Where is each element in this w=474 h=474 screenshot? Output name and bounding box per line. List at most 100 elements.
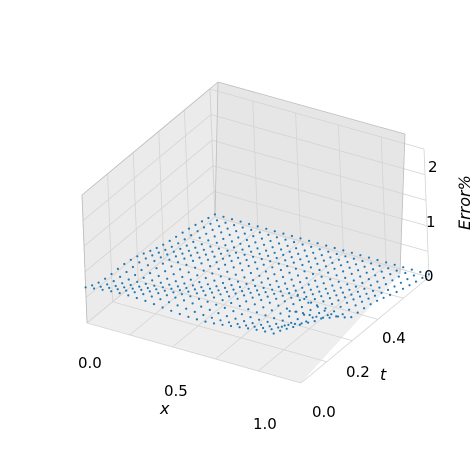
scatter-point xyxy=(336,315,340,318)
x-tick-label-1: 0.5 xyxy=(164,382,188,400)
scatter-point xyxy=(290,234,293,238)
scatter-point xyxy=(325,244,328,247)
t-tick-label-0: 0.0 xyxy=(312,403,336,421)
scatter-point xyxy=(97,281,100,284)
scatter-point xyxy=(234,273,237,276)
scatter-point xyxy=(324,287,327,290)
scatter-point xyxy=(251,279,255,282)
t-tick-label-1: 0.2 xyxy=(346,363,370,381)
scatter-point xyxy=(245,238,248,242)
scatter-point xyxy=(185,244,188,247)
scatter-point xyxy=(290,296,293,299)
scatter-point xyxy=(245,300,248,303)
scatter-point xyxy=(202,248,205,251)
left-grid-line-t xyxy=(209,88,216,218)
scatter-point xyxy=(307,321,310,324)
scatter-point xyxy=(299,258,302,261)
floor-grid-line-t xyxy=(163,259,378,320)
scatter-point xyxy=(262,243,266,246)
scatter-point xyxy=(358,295,362,298)
scatter-point xyxy=(181,252,184,255)
scatter-point xyxy=(360,300,364,303)
scatter-point xyxy=(316,305,319,308)
scatter-point xyxy=(264,314,267,317)
scatter-point xyxy=(300,305,303,309)
scatter-point xyxy=(371,289,375,292)
scatter-point xyxy=(121,282,124,285)
scatter-point xyxy=(200,243,203,246)
scatter-point xyxy=(266,295,269,298)
scatter-point xyxy=(337,299,340,302)
scatter-point xyxy=(284,259,287,262)
scatter-point xyxy=(333,289,336,292)
scatter-point xyxy=(267,233,270,236)
scatter-point xyxy=(172,291,175,294)
scatter-point xyxy=(127,294,130,297)
scatter-point xyxy=(247,308,250,311)
scatter-point xyxy=(149,249,152,252)
scatter-point xyxy=(296,318,299,321)
scatter-point xyxy=(151,254,154,257)
scatter-point xyxy=(311,293,314,296)
scatter-point xyxy=(337,280,340,283)
scatter-point xyxy=(350,251,353,254)
scatter-point xyxy=(123,262,126,266)
scatter-point xyxy=(178,312,181,316)
scatter-point xyxy=(234,251,238,254)
scatter-point xyxy=(196,274,199,277)
scatter-point xyxy=(129,283,132,287)
scatter-point xyxy=(211,272,214,275)
scatter-point xyxy=(245,258,248,262)
scatter-point xyxy=(108,286,111,289)
scatter-point xyxy=(421,276,424,279)
scatter-point xyxy=(350,316,353,319)
scatter-point xyxy=(224,221,227,224)
scatter-point xyxy=(376,299,379,302)
scatter-point xyxy=(185,286,188,290)
scatter-point xyxy=(354,263,358,266)
scatter-point xyxy=(323,309,326,312)
scatter-point xyxy=(129,258,132,261)
scatter-point xyxy=(279,312,282,315)
scatter-point xyxy=(179,268,182,271)
scatter-point xyxy=(264,330,267,333)
scatter-point xyxy=(192,240,195,243)
scatter-point xyxy=(282,232,285,235)
scatter-point xyxy=(194,223,197,226)
scatter-point xyxy=(237,256,240,259)
scatter-point xyxy=(164,248,167,251)
scatter-point xyxy=(247,287,250,290)
scatter-point xyxy=(393,285,396,288)
scatter-point xyxy=(230,218,234,221)
scatter-point xyxy=(175,235,178,238)
scatter-point xyxy=(292,261,295,264)
scatter-point xyxy=(256,267,259,270)
scatter-point xyxy=(286,265,289,268)
scatter-point xyxy=(301,312,305,315)
scatter-point xyxy=(329,256,332,259)
scatter-point xyxy=(344,255,347,258)
t-tick-label-2: 0.4 xyxy=(382,329,406,347)
scatter-point xyxy=(270,309,273,312)
scatter-point xyxy=(215,219,219,222)
z-axis-label: Error% xyxy=(455,175,474,230)
scatter-point xyxy=(241,290,244,293)
scatter-point xyxy=(271,266,274,269)
scatter-point xyxy=(365,292,368,295)
scatter-point xyxy=(268,325,271,328)
back-grid-line-z xyxy=(214,216,430,278)
scatter-point xyxy=(138,261,141,264)
scatter-point xyxy=(281,319,284,322)
scatter-point xyxy=(369,303,372,306)
scatter-point xyxy=(311,272,315,276)
scatter-point xyxy=(367,278,370,281)
scatter-point xyxy=(328,316,331,319)
scatter-point xyxy=(322,282,325,285)
scatter-point xyxy=(221,257,225,260)
scatter-point xyxy=(161,306,164,309)
scatter-point xyxy=(239,262,242,265)
scatter-point xyxy=(239,242,242,245)
scatter-point xyxy=(134,273,137,277)
scatter-point xyxy=(209,222,212,225)
z-tick-label-0: 0 xyxy=(424,267,434,285)
